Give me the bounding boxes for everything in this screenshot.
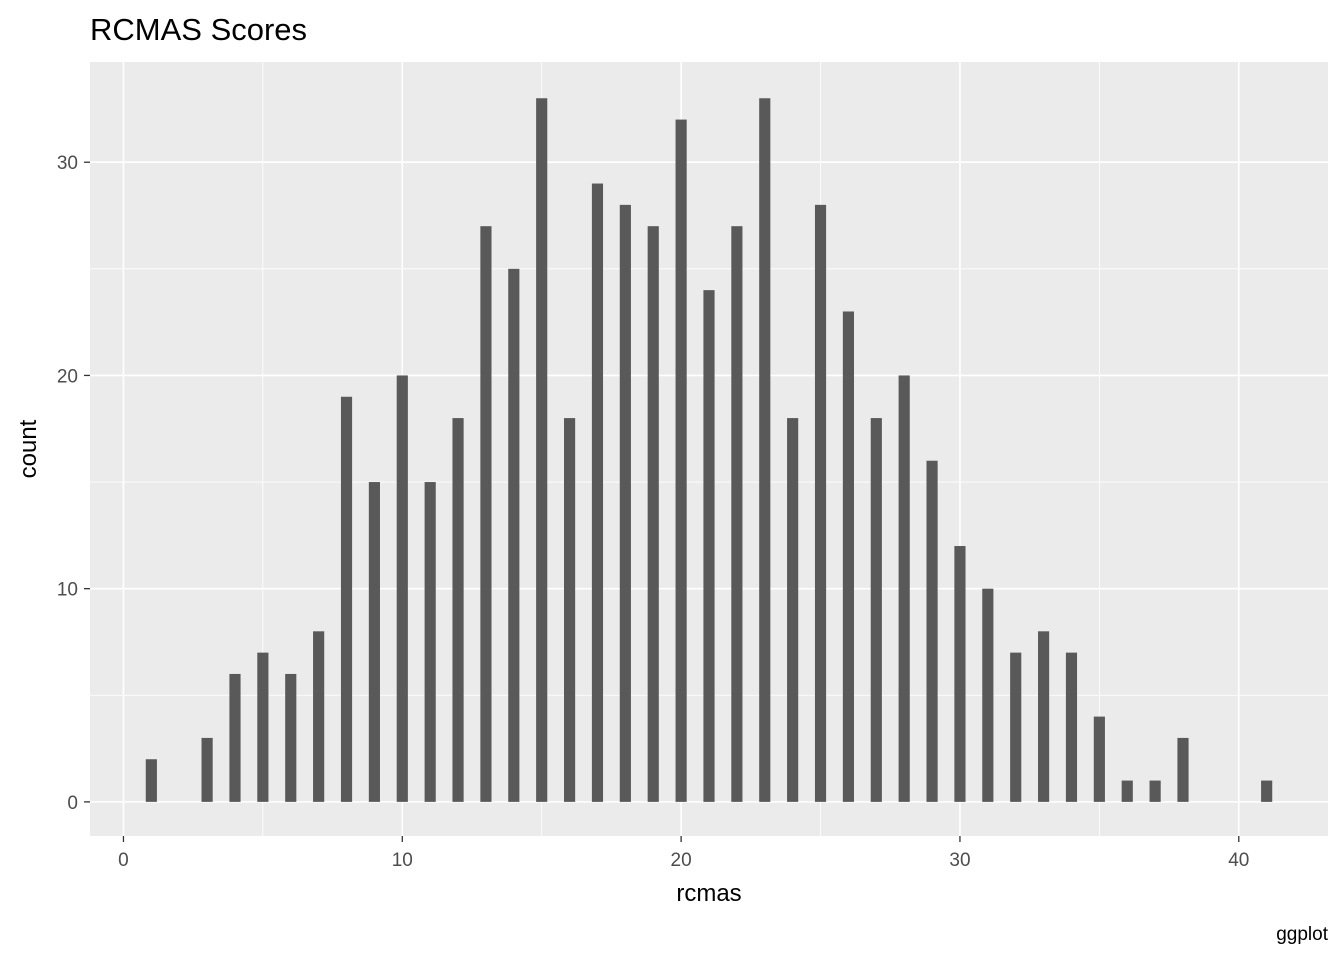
x-axis-title: rcmas xyxy=(676,880,741,907)
bar xyxy=(759,98,771,802)
bar xyxy=(1038,631,1050,802)
chart-title: RCMAS Scores xyxy=(90,12,307,47)
bar xyxy=(591,183,604,802)
bar xyxy=(814,204,827,802)
bar xyxy=(898,375,910,802)
bar xyxy=(368,482,380,802)
y-tick-label: 20 xyxy=(57,366,78,387)
bar xyxy=(675,119,687,802)
bar xyxy=(145,759,157,802)
bar xyxy=(1065,652,1078,802)
bar xyxy=(508,268,520,802)
y-tick-label: 0 xyxy=(67,793,78,814)
bar xyxy=(647,226,659,802)
bar xyxy=(452,418,464,802)
bar xyxy=(870,418,882,802)
bar xyxy=(257,652,269,802)
bar xyxy=(1149,780,1161,802)
y-tick-label: 30 xyxy=(57,153,78,174)
bar xyxy=(564,418,576,802)
bar xyxy=(1093,716,1105,802)
bar xyxy=(1261,780,1273,802)
y-axis-title: count xyxy=(15,419,42,478)
bar xyxy=(703,290,715,802)
x-tick-label: 10 xyxy=(392,850,413,871)
axes: 0 10 20 30 40 0 10 20 30 xyxy=(57,153,1249,871)
x-tick-label: 30 xyxy=(949,850,970,871)
x-tick-label: 0 xyxy=(118,850,129,871)
x-tick-label: 40 xyxy=(1228,850,1249,871)
bar xyxy=(619,204,631,802)
bar xyxy=(396,375,408,802)
x-tick-label: 20 xyxy=(671,850,692,871)
bar xyxy=(787,418,799,802)
bar xyxy=(480,226,492,802)
caption-text: ggplot xyxy=(1276,924,1328,945)
y-tick-label: 10 xyxy=(57,580,78,601)
bar xyxy=(731,226,743,802)
bars xyxy=(145,98,1273,802)
bar xyxy=(201,737,213,802)
bar xyxy=(1121,780,1133,802)
bar xyxy=(842,311,854,802)
bar xyxy=(536,98,548,802)
bar xyxy=(926,460,938,802)
bar xyxy=(1177,737,1189,802)
bar xyxy=(313,631,325,802)
bar xyxy=(954,546,966,802)
bar xyxy=(285,673,297,802)
bar xyxy=(1010,652,1022,802)
bar xyxy=(424,482,436,802)
bar xyxy=(340,396,353,802)
bar xyxy=(229,673,241,802)
bar xyxy=(982,588,994,802)
